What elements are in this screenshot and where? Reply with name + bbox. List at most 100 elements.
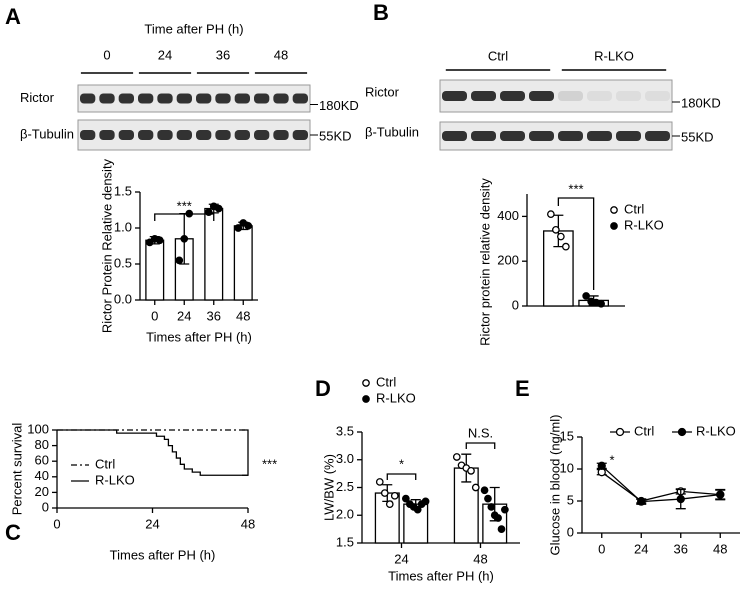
band-name: Rictor xyxy=(365,84,400,99)
y-tick-label: 60 xyxy=(35,453,49,468)
y-tick-label: 400 xyxy=(497,208,519,223)
bar xyxy=(204,207,224,301)
blot-band xyxy=(442,131,467,141)
bar xyxy=(233,225,253,301)
blot-band xyxy=(273,130,289,140)
sig-bracket xyxy=(242,429,249,476)
band-name: Rictor xyxy=(20,90,55,105)
y-tick-label: 20 xyxy=(35,484,49,499)
legend-marker xyxy=(610,206,618,214)
blot-strip xyxy=(77,84,311,113)
x-tick-label: 24 xyxy=(145,516,159,531)
x-tick-label: 36 xyxy=(207,308,221,323)
bar xyxy=(145,239,165,301)
survival-line xyxy=(57,429,248,476)
legend-marker xyxy=(677,427,687,437)
y-tick-label: 80 xyxy=(35,437,49,452)
y-axis-label: Glucose in blood (ng/ml) xyxy=(547,415,562,556)
legend-label: Ctrl xyxy=(634,423,654,438)
blot-band xyxy=(587,91,612,101)
x-tick-label: 48 xyxy=(473,551,487,566)
data-point xyxy=(562,242,570,251)
data-point xyxy=(501,505,509,514)
blot-band xyxy=(529,131,554,141)
x-tick-label: 48 xyxy=(236,308,250,323)
y-tick-label: 1.5 xyxy=(114,183,132,198)
data-point xyxy=(145,238,154,247)
y-axis-label: Rictor Protein Relative density xyxy=(99,158,114,333)
panel-letter: C xyxy=(5,520,21,545)
lane-label: R-LKO xyxy=(594,48,634,63)
panel-letter: D xyxy=(315,376,331,401)
blot-band xyxy=(118,93,134,104)
data-point xyxy=(597,299,605,308)
data-point xyxy=(214,204,223,213)
y-tick-label: 0 xyxy=(42,499,49,514)
y-tick-label: 5 xyxy=(567,492,574,507)
data-point xyxy=(155,236,164,245)
blot-band xyxy=(292,93,308,104)
band-size: 180KD xyxy=(319,98,359,113)
x-axis-label: Times after PH (h) xyxy=(388,568,494,583)
data-point xyxy=(385,500,394,508)
blot-band xyxy=(157,130,173,140)
data-point xyxy=(401,494,410,503)
y-tick-label: 15 xyxy=(560,428,574,443)
lane-label: 36 xyxy=(216,47,230,62)
lane-label: Ctrl xyxy=(488,48,508,63)
y-tick-label: 10 xyxy=(560,460,574,475)
data-point xyxy=(552,225,560,234)
panel-letter: E xyxy=(515,376,530,401)
x-tick-label: 36 xyxy=(674,541,688,556)
blot-band xyxy=(99,130,115,140)
data-point xyxy=(480,486,489,495)
legend-marker xyxy=(610,222,618,230)
data-point xyxy=(471,483,480,492)
lane-label: 24 xyxy=(158,47,172,62)
sig-label: *** xyxy=(568,181,583,196)
blot-band xyxy=(254,130,270,140)
blot-band xyxy=(215,93,231,104)
y-tick-label: 2.5 xyxy=(336,479,354,494)
lane-label: 48 xyxy=(274,47,288,62)
data-point xyxy=(484,494,492,503)
series-line xyxy=(601,471,721,502)
blot-band xyxy=(558,131,583,141)
data-point xyxy=(716,490,725,499)
legend-label: R-LKO xyxy=(376,390,416,405)
y-tick-label: 200 xyxy=(497,253,519,268)
sig-label: * xyxy=(609,452,614,467)
data-point xyxy=(597,461,606,470)
panel-letter: B xyxy=(373,0,389,25)
data-point xyxy=(497,525,506,533)
blot-band xyxy=(529,91,554,101)
x-tick-label: 0 xyxy=(53,516,60,531)
x-axis-label: Times after PH (h) xyxy=(110,547,216,562)
blot-band xyxy=(80,130,96,140)
y-tick-label: 1.5 xyxy=(336,534,354,549)
blot-band xyxy=(587,131,612,141)
x-tick-label: 48 xyxy=(713,541,727,556)
legend-label: R-LKO xyxy=(624,217,664,232)
legend-marker xyxy=(362,395,370,403)
sig-bracket xyxy=(557,197,595,290)
data-point xyxy=(676,494,685,504)
blot-band xyxy=(99,93,115,104)
blot-band xyxy=(471,131,496,141)
y-tick-label: 3.0 xyxy=(336,451,354,466)
blot-title: Time after PH (h) xyxy=(144,21,243,36)
blot-band xyxy=(138,93,154,104)
sig-label: * xyxy=(399,456,404,471)
sig-label: N.S. xyxy=(468,425,493,440)
blot-band xyxy=(273,93,289,104)
band-size: 180KD xyxy=(681,95,721,110)
legend-label: R-LKO xyxy=(696,423,736,438)
sig-bracket xyxy=(465,442,496,449)
blot-band xyxy=(645,131,670,141)
blot-band xyxy=(196,93,212,104)
data-point xyxy=(375,478,384,486)
legend-label: Ctrl xyxy=(376,374,396,389)
data-point xyxy=(452,453,461,461)
data-point xyxy=(582,292,590,300)
blot-band xyxy=(616,131,641,141)
